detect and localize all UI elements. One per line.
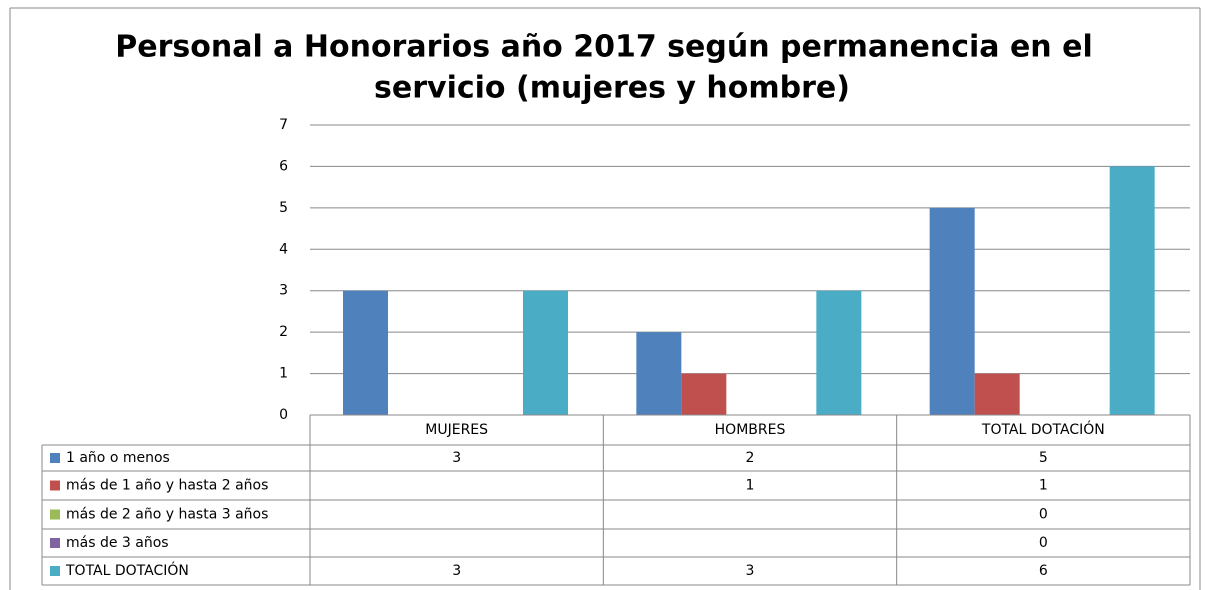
- bar: [816, 290, 862, 415]
- bar: [974, 373, 1020, 415]
- chart-title: Personal a Honorarios año 2017 según per…: [115, 30, 1092, 65]
- legend-label: más de 2 año y hasta 3 años: [66, 507, 268, 523]
- table-value: 6: [1039, 563, 1048, 579]
- y-tick-label: 3: [279, 283, 288, 299]
- y-tick-label: 0: [279, 407, 288, 423]
- legend-label: TOTAL DOTACIÓN: [65, 561, 189, 579]
- y-tick-label: 5: [279, 200, 288, 216]
- x-tick-label: TOTAL DOTACIÓN: [981, 420, 1105, 438]
- legend-label: más de 1 año y hasta 2 años: [66, 478, 268, 494]
- table-value: 3: [746, 563, 755, 579]
- legend-key: [50, 453, 60, 463]
- legend-key: [50, 480, 60, 491]
- chart-title: servicio (mujeres y hombre): [374, 71, 850, 106]
- legend-key: [50, 509, 60, 520]
- y-tick-label: 6: [279, 158, 288, 174]
- bar: [929, 207, 975, 415]
- table-value: 3: [452, 450, 461, 466]
- legend-key: [50, 538, 60, 548]
- bar: [681, 373, 727, 415]
- bar: [1109, 166, 1155, 415]
- table-value: 3: [452, 563, 461, 579]
- y-tick-label: 7: [279, 117, 288, 133]
- x-tick-label: HOMBRES: [715, 422, 786, 438]
- table-value: 1: [746, 478, 755, 494]
- bar: [343, 290, 388, 415]
- table-value: 0: [1039, 535, 1048, 551]
- table-value: 0: [1039, 507, 1048, 523]
- legend-label: más de 3 años: [66, 535, 169, 551]
- legend-key: [50, 566, 60, 576]
- table-value: 5: [1039, 450, 1048, 466]
- table-value: 2: [746, 450, 755, 466]
- bar: [636, 332, 682, 415]
- y-tick-label: 2: [279, 324, 288, 340]
- y-tick-label: 1: [279, 366, 288, 382]
- table-value: 1: [1039, 478, 1048, 494]
- bar: [523, 290, 568, 415]
- x-tick-label: MUJERES: [425, 422, 488, 438]
- legend-label: 1 año o menos: [66, 450, 170, 466]
- y-tick-label: 4: [279, 241, 288, 257]
